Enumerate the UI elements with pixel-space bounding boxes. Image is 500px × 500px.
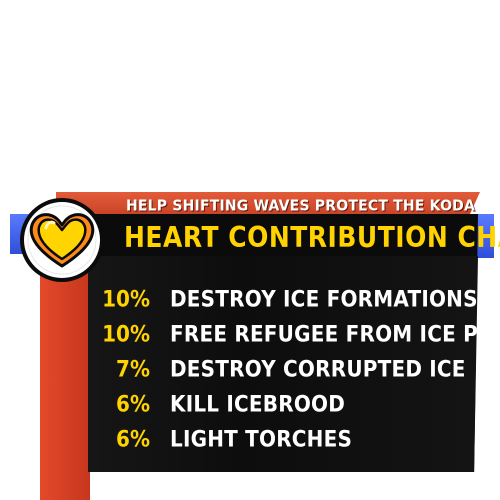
list-item: 7% DESTROY CORRUPTED ICE	[96, 352, 476, 387]
contribution-task: DESTROY ICE FORMATIONS	[170, 280, 478, 319]
chart-title: HEART CONTRIBUTION CHART	[124, 215, 474, 261]
contribution-task: DESTROY CORRUPTED ICE	[170, 350, 466, 389]
contribution-task: FREE REFUGEE FROM ICE PRISON	[170, 315, 500, 354]
list-item: 6% LIGHT TORCHES	[96, 422, 476, 457]
heart-icon	[18, 196, 106, 284]
list-item: 10% DESTROY ICE FORMATIONS	[96, 282, 476, 317]
contribution-task: KILL ICEBROOD	[170, 385, 345, 424]
contribution-percent: 6%	[96, 385, 150, 424]
list-item: 10% FREE REFUGEE FROM ICE PRISON	[96, 317, 476, 352]
contribution-percent: 7%	[96, 350, 150, 389]
contribution-task: LIGHT TORCHES	[170, 420, 352, 459]
left-orange-bar	[40, 250, 90, 500]
contribution-percent: 10%	[96, 315, 150, 354]
contribution-list: 10% DESTROY ICE FORMATIONS 10% FREE REFU…	[96, 282, 476, 457]
list-item: 6% KILL ICEBROOD	[96, 387, 476, 422]
heart-badge	[18, 196, 106, 284]
contribution-percent: 10%	[96, 280, 150, 319]
contribution-percent: 6%	[96, 420, 150, 459]
